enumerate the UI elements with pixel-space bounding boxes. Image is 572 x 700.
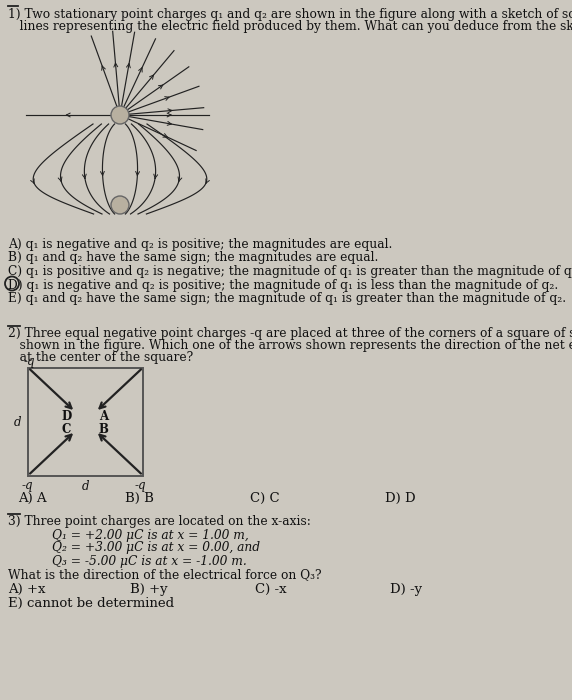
- Text: C) -x: C) -x: [255, 582, 287, 596]
- Text: B) B: B) B: [125, 491, 154, 505]
- Text: lines representing the electric field produced by them. What can you deduce from: lines representing the electric field pr…: [8, 20, 572, 33]
- Text: B: B: [99, 423, 109, 436]
- Text: B) +y: B) +y: [130, 582, 168, 596]
- Text: d: d: [81, 480, 89, 493]
- Text: E) q₁ and q₂ have the same sign; the magnitude of q₁ is greater than the magnitu: E) q₁ and q₂ have the same sign; the mag…: [8, 292, 566, 305]
- Text: C: C: [61, 423, 71, 436]
- Bar: [28, 368, 143, 475]
- Text: Q₃ = -5.00 μC is at x = -1.00 m.: Q₃ = -5.00 μC is at x = -1.00 m.: [52, 554, 247, 568]
- Text: C) q₁ is positive and q₂ is negative; the magnitude of q₁ is greater than the ma: C) q₁ is positive and q₂ is negative; th…: [8, 265, 572, 278]
- Text: A) q₁ is negative and q₂ is positive; the magnitudes are equal.: A) q₁ is negative and q₂ is positive; th…: [8, 238, 392, 251]
- Text: D: D: [61, 410, 72, 423]
- Circle shape: [111, 196, 129, 214]
- Text: 3) Three point charges are located on the x-axis:: 3) Three point charges are located on th…: [8, 515, 311, 528]
- Text: Q₁ = +2.00 μC is at x = 1.00 m,: Q₁ = +2.00 μC is at x = 1.00 m,: [52, 528, 249, 542]
- Text: 2) Three equal negative point charges -q are placed at three of the corners of a: 2) Three equal negative point charges -q…: [8, 328, 572, 340]
- Text: q₂: q₂: [115, 109, 124, 118]
- Text: Q₂ = +3.00 μC is at x = 0.00, and: Q₂ = +3.00 μC is at x = 0.00, and: [52, 542, 260, 554]
- Text: B) q₁ and q₂ have the same sign; the magnitudes are equal.: B) q₁ and q₂ have the same sign; the mag…: [8, 251, 378, 265]
- Text: 1) Two stationary point charges q₁ and q₂ are shown in the figure along with a s: 1) Two stationary point charges q₁ and q…: [8, 8, 572, 21]
- Circle shape: [111, 106, 129, 124]
- Text: A) A: A) A: [18, 491, 47, 505]
- Text: shown in the figure. Which one of the arrows shown represents the direction of t: shown in the figure. Which one of the ar…: [8, 340, 572, 353]
- Text: -q: -q: [22, 479, 34, 491]
- Text: C) C: C) C: [250, 491, 280, 505]
- Text: D) q₁ is negative and q₂ is positive; the magnitude of q₁ is less than the magni: D) q₁ is negative and q₂ is positive; th…: [8, 279, 558, 291]
- Text: -q: -q: [135, 479, 146, 491]
- Text: q₁: q₁: [116, 199, 125, 208]
- Text: A) +x: A) +x: [8, 582, 46, 596]
- Text: -q: -q: [24, 354, 35, 368]
- Text: at the center of the square?: at the center of the square?: [8, 351, 193, 365]
- Text: A: A: [99, 410, 108, 423]
- Text: D) D: D) D: [385, 491, 416, 505]
- Text: d: d: [14, 416, 22, 430]
- Text: What is the direction of the electrical force on Q₃?: What is the direction of the electrical …: [8, 568, 321, 582]
- Text: D) -y: D) -y: [390, 582, 422, 596]
- Text: E) cannot be determined: E) cannot be determined: [8, 596, 174, 610]
